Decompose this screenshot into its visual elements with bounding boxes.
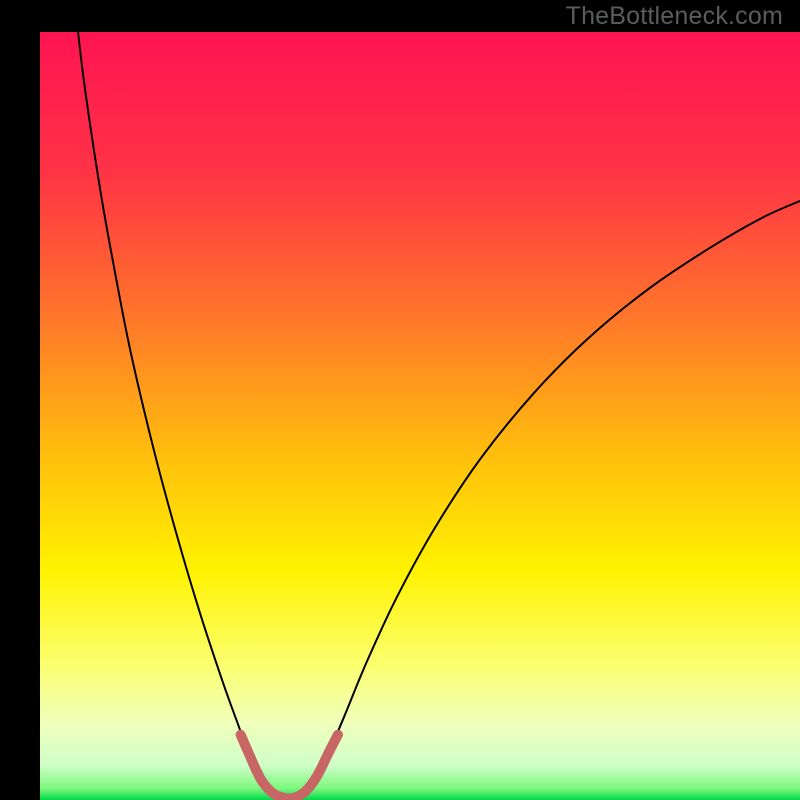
bottleneck-curve-trough-overlay bbox=[241, 735, 338, 799]
stage: TheBottleneck.com bbox=[0, 0, 800, 800]
bottleneck-curve bbox=[78, 32, 800, 798]
chart-svg bbox=[0, 0, 800, 800]
